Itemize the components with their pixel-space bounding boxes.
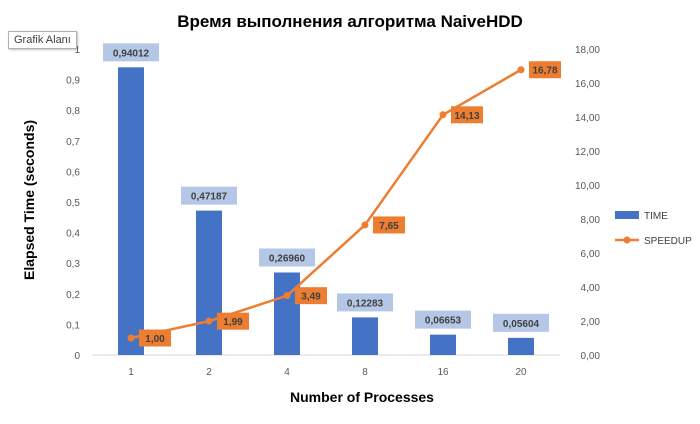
- x-tick-label: 4: [284, 367, 290, 378]
- bar-data-label: 0,12283: [347, 298, 384, 309]
- line-point: [361, 221, 369, 229]
- x-tick-label: 20: [515, 367, 527, 378]
- x-tick-label: 16: [437, 367, 449, 378]
- y2-tick-label: 10,00: [575, 181, 600, 192]
- line-point: [205, 317, 213, 325]
- y2-tick-label: 8,00: [581, 215, 601, 226]
- line-label-box: [529, 61, 561, 79]
- x-tick-label: 1: [128, 367, 134, 378]
- legend-swatch-time: [615, 211, 639, 219]
- line-data-label: 16,78: [532, 66, 557, 77]
- line-point: [283, 292, 291, 300]
- line-point: [127, 334, 135, 342]
- y2-tick-label: 18,00: [575, 45, 600, 56]
- y-tick-label: 1: [74, 45, 80, 56]
- line-label-box: [373, 216, 405, 234]
- y2-tick-label: 16,00: [575, 79, 600, 90]
- line-data-label: 1,00: [145, 334, 165, 345]
- chart-area-tooltip: Grafik Alanı: [8, 31, 77, 49]
- bar-data-label: 0,05604: [503, 319, 540, 330]
- bar-label-box: [415, 310, 471, 329]
- line-data-label: 3,49: [301, 292, 321, 303]
- bar-data-label: 0,26960: [269, 254, 306, 265]
- bar-data-label: 0,94012: [113, 48, 150, 59]
- y-tick-label: 0,5: [66, 198, 80, 209]
- legend-label-time: TIME: [644, 211, 668, 222]
- y2-tick-label: 12,00: [575, 147, 600, 158]
- bar: [430, 334, 456, 355]
- y2-tick-label: 0,00: [581, 351, 601, 362]
- y-tick-label: 0: [74, 351, 80, 362]
- bar: [118, 67, 144, 356]
- y-tick-label: 0,4: [66, 229, 80, 240]
- line-point: [517, 66, 525, 74]
- bar: [352, 317, 378, 355]
- line-point: [439, 111, 447, 119]
- y-tick-label: 0,2: [66, 290, 80, 301]
- y-tick-label: 0,3: [66, 259, 80, 270]
- legend: TIME SPEEDUP: [615, 211, 692, 247]
- y2-tick-label: 4,00: [581, 283, 601, 294]
- bar: [508, 337, 534, 355]
- x-tick-label: 8: [362, 367, 368, 378]
- plot-area: 00,10,20,30,40,50,60,70,80,910,002,004,0…: [66, 43, 600, 378]
- line-label-box: [451, 106, 483, 124]
- line-label-box: [217, 312, 249, 330]
- bar: [274, 272, 300, 355]
- bar-label-box: [337, 293, 393, 312]
- line-data-label: 7,65: [379, 221, 399, 232]
- y-tick-label: 0,8: [66, 106, 80, 117]
- bar-label-box: [103, 43, 159, 62]
- bar-data-label: 0,47187: [191, 192, 228, 203]
- bar-data-label: 0,06653: [425, 316, 462, 327]
- y2-tick-label: 14,00: [575, 113, 600, 124]
- y2-tick-label: 2,00: [581, 317, 601, 328]
- chart-title: Время выполнения алгоритма NaiveHDD: [177, 12, 523, 31]
- y-tick-label: 0,1: [66, 320, 80, 331]
- y-tick-label: 0,6: [66, 167, 80, 178]
- line-data-label: 14,13: [454, 111, 479, 122]
- bar-label-box: [259, 248, 315, 267]
- line-label-box: [295, 287, 327, 305]
- bar: [196, 210, 222, 355]
- x-axis-label: Number of Processes: [290, 389, 434, 405]
- y-axis-label: Elapsed Time (seconds): [21, 120, 37, 280]
- y-tick-label: 0,7: [66, 137, 80, 148]
- bar-label-box: [181, 186, 237, 205]
- x-tick-label: 2: [206, 367, 212, 378]
- line-label-box: [139, 329, 171, 347]
- y-tick-label: 0,9: [66, 76, 80, 87]
- y2-tick-label: 6,00: [581, 249, 601, 260]
- legend-label-speedup: SPEEDUP: [644, 236, 692, 247]
- bar-label-box: [493, 313, 549, 332]
- line-data-label: 1,99: [223, 317, 243, 328]
- legend-marker-speedup: [623, 236, 631, 244]
